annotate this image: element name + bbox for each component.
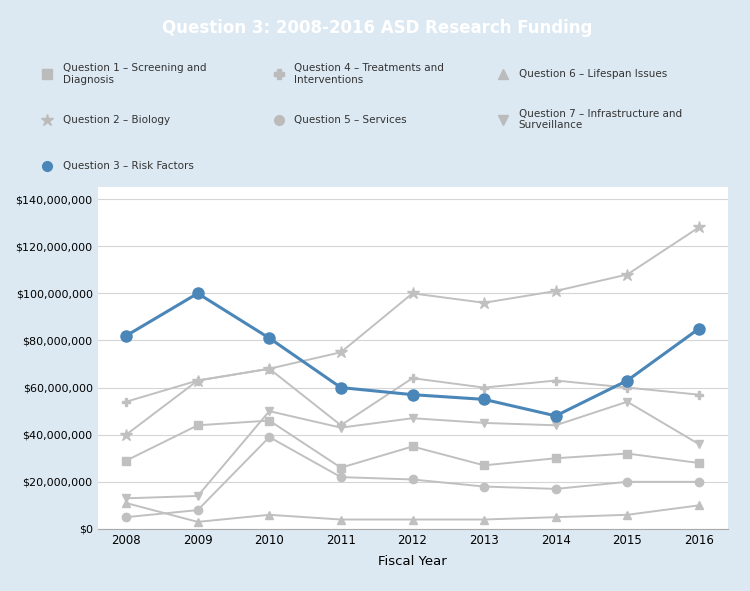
Text: Question 3 – Risk Factors: Question 3 – Risk Factors [63, 161, 194, 171]
Text: Question 2 – Biology: Question 2 – Biology [63, 115, 170, 125]
Text: Question 4 – Treatments and
Interventions: Question 4 – Treatments and Intervention… [294, 63, 444, 85]
Text: Question 3: 2008-2016 ASD Research Funding: Question 3: 2008-2016 ASD Research Fundi… [162, 20, 592, 37]
Text: Question 5 – Services: Question 5 – Services [294, 115, 406, 125]
Text: Question 7 – Infrastructure and
Surveillance: Question 7 – Infrastructure and Surveill… [518, 109, 682, 131]
Text: Question 6 – Lifespan Issues: Question 6 – Lifespan Issues [518, 69, 667, 79]
Text: Question 1 – Screening and
Diagnosis: Question 1 – Screening and Diagnosis [63, 63, 206, 85]
X-axis label: Fiscal Year: Fiscal Year [378, 555, 447, 568]
